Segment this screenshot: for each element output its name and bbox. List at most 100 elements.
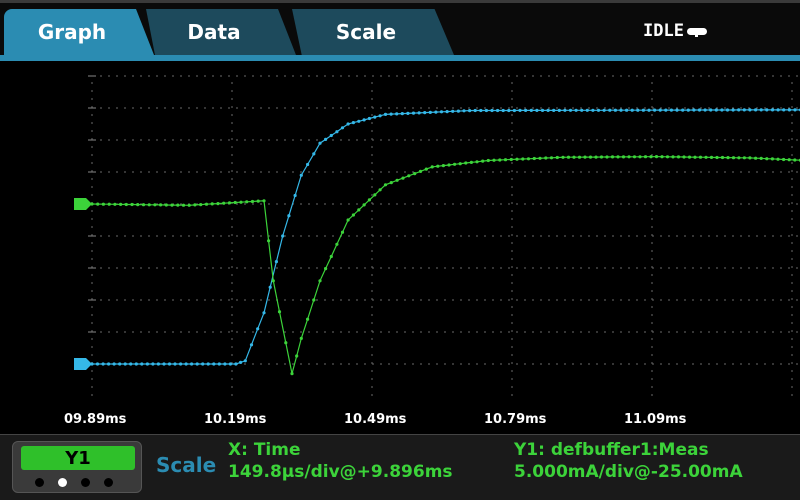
data-point	[367, 116, 371, 121]
data-point	[641, 108, 646, 112]
data-point	[406, 111, 410, 115]
data-point	[181, 203, 186, 207]
tab-data[interactable]: Data	[146, 9, 296, 55]
data-point	[424, 167, 428, 171]
x-tick-label: 09.89ms	[64, 412, 127, 427]
data-point	[793, 108, 797, 112]
data-point	[549, 156, 554, 160]
data-point	[267, 239, 271, 243]
data-point	[312, 152, 316, 156]
data-point	[720, 155, 725, 160]
page-dot[interactable]	[81, 478, 90, 487]
data-point	[436, 164, 440, 168]
data-point	[693, 155, 697, 159]
y1-button[interactable]: Y1	[21, 446, 135, 470]
page-dot-active[interactable]	[58, 478, 67, 487]
data-point	[367, 198, 371, 202]
data-point	[395, 112, 399, 116]
data-point	[496, 108, 500, 113]
data-point	[709, 155, 714, 159]
tab-graph[interactable]: Graph	[4, 9, 154, 55]
data-point	[594, 155, 598, 159]
data-point	[119, 202, 123, 206]
data-point	[552, 108, 556, 112]
data-point	[698, 155, 703, 159]
data-point	[619, 108, 623, 112]
data-point	[383, 183, 388, 187]
data-point	[351, 213, 355, 217]
page-dots	[35, 478, 113, 487]
data-point	[239, 200, 243, 204]
data-point	[643, 155, 648, 159]
data-point	[627, 155, 631, 159]
data-point	[782, 157, 786, 162]
data-point	[451, 109, 455, 113]
data-point	[660, 155, 664, 159]
data-point	[748, 108, 752, 112]
data-point	[299, 336, 303, 340]
data-point	[245, 200, 249, 204]
data-point	[546, 108, 550, 112]
green-level-marker[interactable]	[74, 198, 92, 210]
data-point	[306, 162, 310, 167]
x-scale: 149.8µs/div@+9.896ms	[228, 462, 453, 482]
data-point	[682, 155, 686, 159]
data-point	[456, 109, 460, 113]
data-point	[638, 155, 642, 159]
data-point	[210, 202, 214, 206]
data-point	[540, 108, 545, 112]
data-point	[395, 178, 399, 182]
data-point	[212, 362, 216, 366]
graph-plot[interactable]	[0, 58, 800, 410]
x-tick-label: 10.49ms	[344, 412, 407, 427]
data-point	[445, 110, 449, 114]
data-point	[599, 155, 604, 159]
x-tick-label: 10.19ms	[204, 412, 267, 427]
data-point	[720, 108, 724, 112]
data-point	[329, 254, 333, 259]
data-point	[653, 108, 657, 112]
data-point	[518, 108, 522, 112]
data-point	[776, 108, 780, 112]
data-point	[95, 362, 100, 366]
data-point	[293, 193, 297, 198]
data-point	[299, 173, 303, 177]
data-point	[754, 108, 758, 112]
blue-level-marker[interactable]	[74, 358, 92, 370]
x-axis-info: X: Time 149.8µs/div@+9.896ms	[228, 439, 453, 483]
data-point	[555, 155, 559, 160]
data-point	[147, 203, 151, 207]
data-point	[481, 159, 485, 163]
data-point	[179, 362, 183, 366]
data-point	[281, 234, 285, 238]
scale-button[interactable]: Scale	[156, 453, 217, 477]
data-point	[324, 267, 328, 271]
data-point	[190, 362, 194, 366]
data-point	[277, 310, 282, 314]
data-point	[538, 156, 542, 160]
data-point	[453, 162, 457, 166]
page-dot[interactable]	[104, 478, 113, 487]
data-point	[605, 155, 609, 159]
data-point	[770, 108, 775, 112]
data-point	[725, 108, 730, 112]
data-point	[748, 156, 752, 160]
data-point	[239, 360, 243, 364]
data-point	[484, 108, 488, 113]
data-point	[754, 156, 758, 160]
data-point	[268, 285, 272, 289]
data-point	[591, 108, 595, 112]
data-point	[164, 203, 168, 207]
data-point	[616, 155, 620, 159]
data-point	[140, 362, 144, 366]
tab-scale[interactable]: Scale	[292, 9, 454, 55]
data-point	[96, 202, 100, 206]
data-point	[447, 163, 451, 167]
data-point	[714, 108, 718, 112]
data-point	[389, 112, 393, 116]
page-dot[interactable]	[35, 478, 44, 487]
y1-selector[interactable]: Y1	[12, 441, 142, 493]
data-point	[113, 202, 117, 206]
data-point	[378, 114, 382, 118]
data-point	[681, 108, 685, 112]
